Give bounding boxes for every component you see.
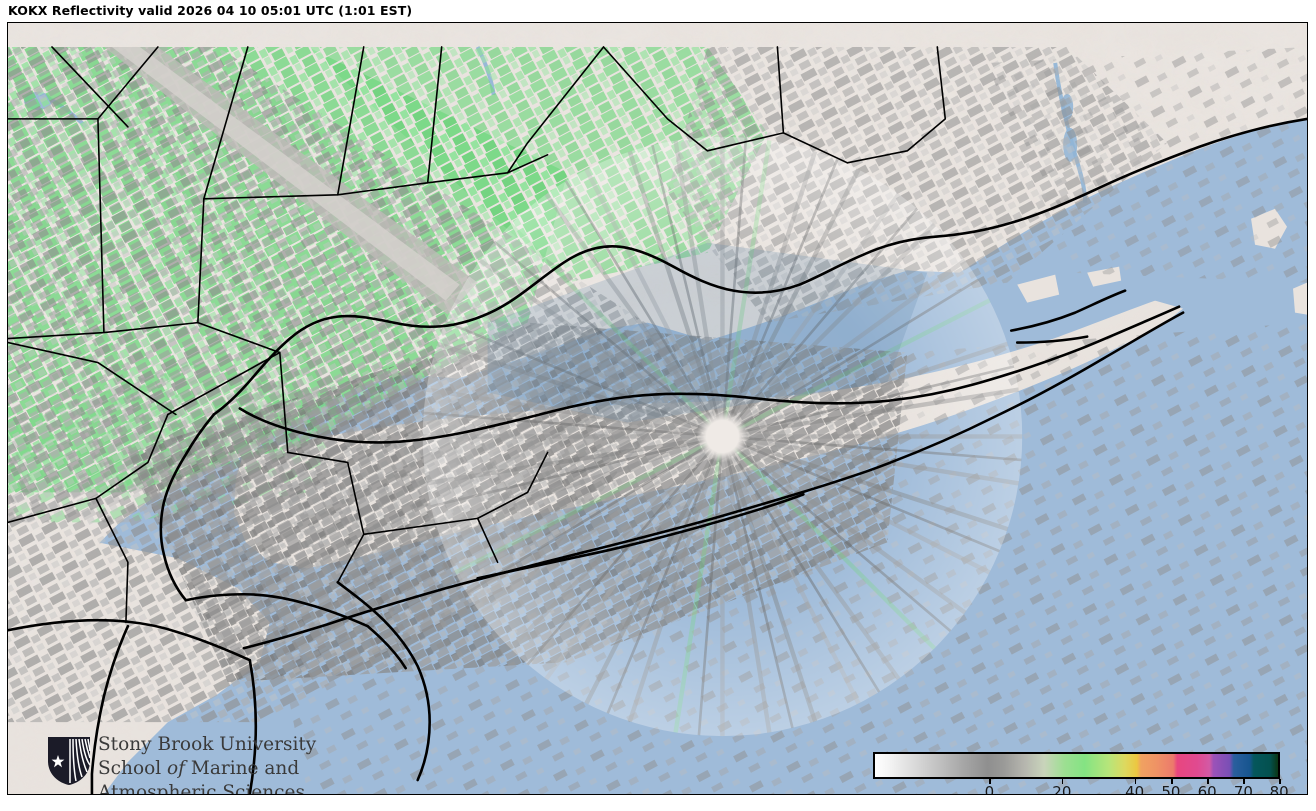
radar-cone-of-silence [696, 410, 749, 463]
county-boundaries [8, 46, 947, 624]
colorbar-gradient-bar [873, 752, 1280, 779]
colorbar-tick-50 [1170, 779, 1173, 784]
colorbar-label-40: 40 [1125, 783, 1145, 795]
colorbar-tick-0 [989, 779, 991, 784]
logo-line-3: Atmospheric Sciences [98, 782, 305, 795]
colorbar-label-50: 50 [1161, 783, 1181, 795]
colorbar-tick-60 [1207, 779, 1209, 784]
stony-brook-logo-text: Stony Brook University School of Marine … [98, 733, 317, 795]
colorbar-label-20: 20 [1052, 783, 1072, 795]
colorbar-label-70: 70 [1233, 783, 1253, 795]
stony-brook-logo: Stony Brook University School of Marine … [46, 733, 317, 795]
map-canvas [8, 23, 1307, 794]
radar-radial-spokes [422, 136, 1023, 737]
boundaries-layer [8, 46, 1307, 794]
echo-diagonal-streak [103, 46, 478, 315]
colorbar-tick-70 [1243, 779, 1245, 784]
colorbar-tick-80 [1279, 779, 1281, 784]
logo-line-1: Stony Brook University [98, 734, 317, 755]
logo-line-2: School of Marine and [98, 758, 300, 779]
colorbar-tick-20 [1061, 779, 1064, 784]
colorbar-label-60: 60 [1197, 783, 1217, 795]
colorbar-gradient-fill [875, 754, 1278, 777]
page-title: KOKX Reflectivity valid 2026 04 10 05:01… [8, 3, 413, 18]
radar-map[interactable]: Stony Brook University School of Marine … [7, 22, 1308, 795]
reflectivity-colorbar: 0 20 40 50 60 70 80 [873, 752, 1289, 795]
colorbar-tick-40 [1134, 779, 1137, 784]
colorbar-label-0: 0 [984, 783, 995, 795]
coastline [8, 117, 1307, 794]
radar-echo-layer [8, 46, 1307, 794]
stony-brook-shield-icon [48, 737, 91, 785]
colorbar-label-80: 80 [1269, 783, 1289, 795]
echo-weak-haze [487, 242, 928, 423]
